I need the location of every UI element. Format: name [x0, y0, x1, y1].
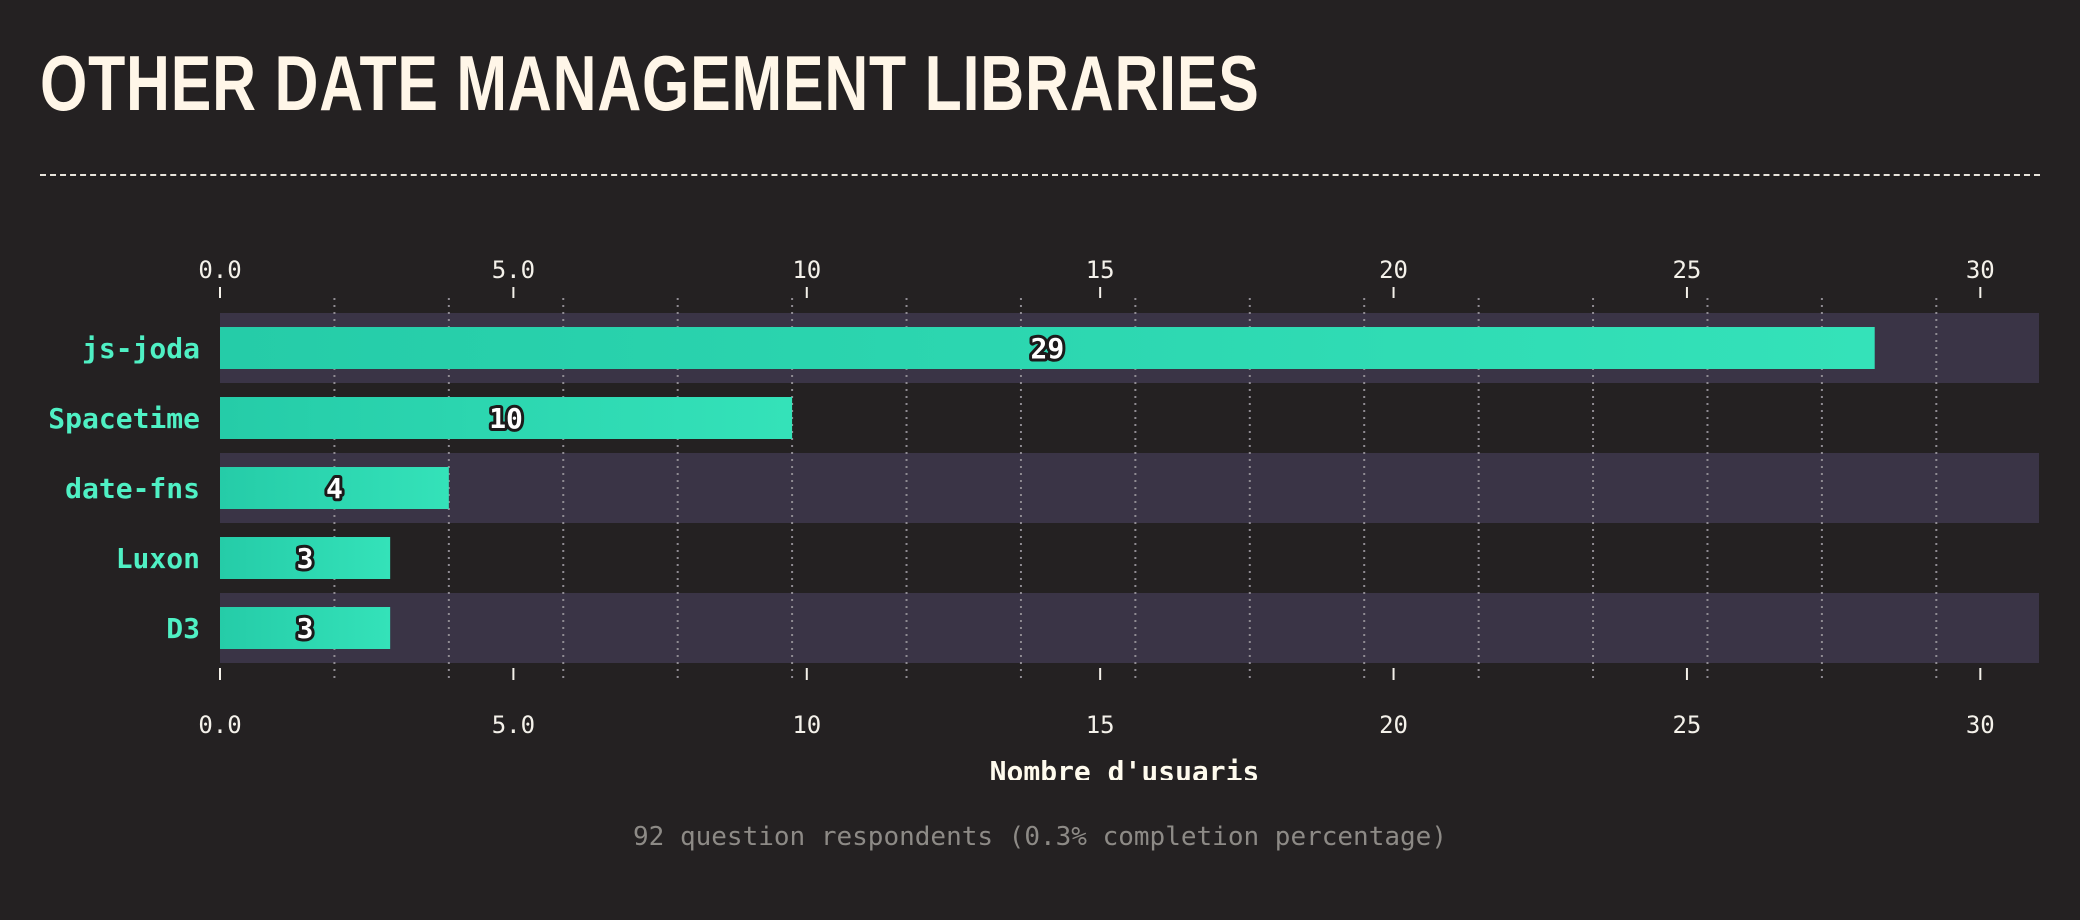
tick-label: 10 — [792, 711, 821, 739]
value-label: 3 — [297, 612, 314, 645]
tick-label: 5.0 — [492, 711, 535, 739]
category-labels: js-joda Spacetime date-fns Luxon D3 — [48, 332, 200, 645]
value-labels: 29 10 4 3 3 — [294, 329, 1068, 648]
row-band — [220, 453, 2039, 523]
category-label: Luxon — [116, 542, 200, 575]
bar — [220, 537, 391, 579]
tick-label: 0.0 — [198, 711, 241, 739]
value-label: 10 — [489, 402, 523, 435]
category-label: js-joda — [82, 332, 200, 365]
top-axis: 0.0 5.0 10 15 20 25 30 — [198, 256, 1995, 298]
tick-label: 25 — [1672, 256, 1701, 284]
category-label: D3 — [166, 612, 200, 645]
value-label: 3 — [297, 542, 314, 575]
tick-label: 15 — [1086, 256, 1115, 284]
row-band — [220, 593, 2039, 663]
value-label: 29 — [1030, 332, 1064, 365]
tick-label: 15 — [1086, 711, 1115, 739]
title-divider — [40, 174, 2040, 176]
tick-label: 20 — [1379, 711, 1408, 739]
tick-label: 25 — [1672, 711, 1701, 739]
tick-label: 30 — [1966, 711, 1995, 739]
bar — [220, 607, 391, 649]
x-axis-title: Nombre d'usuaris — [990, 755, 1260, 780]
tick-label: 5.0 — [492, 256, 535, 284]
value-label: 4 — [326, 472, 343, 505]
bar — [220, 397, 793, 439]
category-label: date-fns — [65, 472, 200, 505]
bar — [220, 467, 449, 509]
bottom-axis: 0.0 5.0 10 15 20 25 30 — [198, 668, 1995, 739]
tick-label: 30 — [1966, 256, 1995, 284]
category-label: Spacetime — [48, 402, 200, 435]
tick-label: 10 — [792, 256, 821, 284]
page-title: OTHER DATE MANAGEMENT LIBRARIES — [40, 39, 1260, 127]
bar — [220, 327, 1875, 369]
row-bands — [220, 313, 2039, 663]
respondents-note: 92 question respondents (0.3% completion… — [633, 822, 1447, 852]
bar-chart: 0.0 5.0 10 15 20 25 30 0.0 5.0 10 15 20 25 30 js-jod… — [48, 256, 2039, 780]
tick-label: 0.0 — [198, 256, 241, 284]
tick-label: 20 — [1379, 256, 1408, 284]
bars — [220, 327, 1875, 649]
